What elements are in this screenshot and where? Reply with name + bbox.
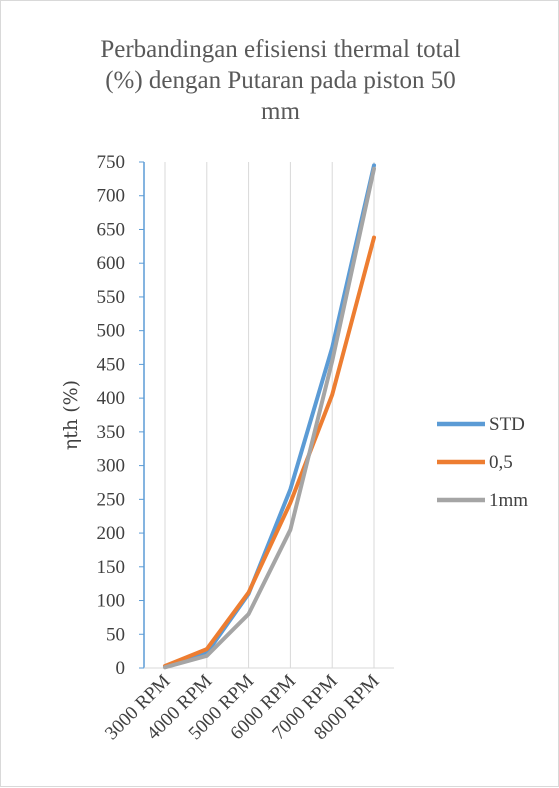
y-tick-label: 250	[97, 489, 126, 510]
y-tick-label: 50	[106, 624, 125, 645]
data-series	[163, 163, 376, 670]
vertical-gridlines	[164, 162, 375, 668]
series-line-3	[163, 166, 376, 670]
y-tick-label: 450	[97, 354, 126, 375]
y-tick-label: 600	[97, 253, 126, 274]
series-line-2	[163, 235, 376, 668]
y-tick-label: 700	[97, 186, 126, 207]
chart-title-line-1: Perbandingan efisiensi thermal total	[100, 36, 460, 63]
legend: STD 0,5 1mm	[437, 414, 528, 511]
y-tick-label: 350	[97, 422, 126, 443]
legend-label-3: 1mm	[489, 490, 528, 511]
y-tick-label: 100	[97, 591, 126, 612]
y-axis-title: ηth (%)	[60, 380, 82, 450]
series-line-1	[163, 163, 376, 669]
y-tick-label: 400	[97, 388, 126, 409]
y-tick-label: 550	[97, 287, 126, 308]
y-tick-label: 300	[97, 456, 126, 477]
legend-label-1: STD	[489, 414, 525, 435]
y-tick-label: 150	[97, 557, 126, 578]
y-tick-label: 750	[97, 152, 126, 173]
chart-title-line-2: (%) dengan Putaran pada piston 50	[105, 67, 456, 94]
y-tick-label: 0	[116, 658, 126, 679]
y-tick-label: 650	[97, 219, 126, 240]
y-axis: 0 50 100 150 200 250 300 350 400 450 500 550 600 650 7…	[97, 152, 145, 679]
y-tick-label: 200	[97, 523, 126, 544]
y-tick-label: 500	[97, 321, 126, 342]
chart-title: Perbandingan efisiensi thermal total (%)…	[100, 36, 460, 125]
chart-title-line-3: mm	[261, 98, 300, 125]
legend-label-2: 0,5	[489, 452, 513, 473]
